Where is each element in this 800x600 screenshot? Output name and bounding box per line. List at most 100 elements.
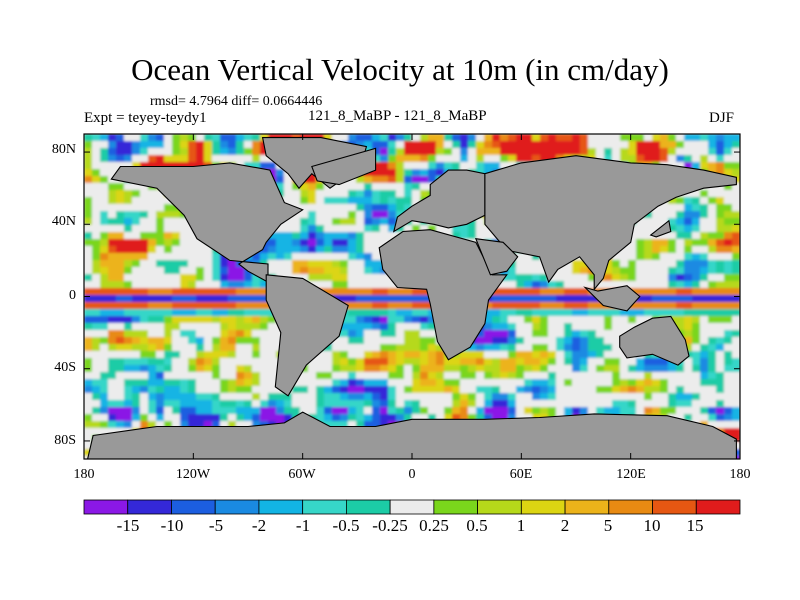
- field-cell: [364, 253, 373, 261]
- field-cell: [716, 260, 725, 268]
- field-cell: [572, 372, 581, 380]
- field-cell: [92, 295, 101, 303]
- field-cell: [220, 295, 229, 303]
- field-cell: [404, 351, 413, 359]
- field-cell: [620, 260, 629, 268]
- field-cell: [708, 260, 717, 268]
- field-cell: [268, 162, 277, 170]
- field-cell: [132, 260, 141, 268]
- field-cell: [596, 337, 605, 345]
- field-cell: [372, 190, 381, 198]
- field-cell: [132, 372, 141, 380]
- field-cell: [636, 407, 645, 415]
- field-cell: [196, 407, 205, 415]
- field-cell: [452, 407, 461, 415]
- field-cell: [732, 281, 740, 289]
- field-cell: [84, 316, 93, 324]
- field-cell: [636, 400, 645, 408]
- field-cell: [252, 344, 261, 352]
- field-cell: [356, 253, 365, 261]
- field-cell: [148, 155, 157, 163]
- field-cell: [260, 162, 269, 170]
- field-cell: [732, 372, 740, 380]
- field-cell: [324, 421, 333, 429]
- field-cell: [452, 358, 461, 366]
- field-cell: [724, 141, 733, 149]
- field-cell: [212, 267, 221, 275]
- field-cell: [92, 232, 101, 240]
- field-cell: [508, 351, 517, 359]
- field-cell: [716, 190, 725, 198]
- field-cell: [684, 323, 693, 331]
- field-cell: [164, 323, 173, 331]
- field-cell: [172, 225, 181, 233]
- field-cell: [212, 400, 221, 408]
- field-cell: [300, 260, 309, 268]
- field-cell: [100, 428, 109, 436]
- field-cell: [396, 365, 405, 373]
- field-cell: [292, 225, 301, 233]
- field-cell: [716, 414, 725, 422]
- field-cell: [180, 295, 189, 303]
- field-cell: [660, 274, 669, 282]
- field-cell: [348, 421, 357, 429]
- field-cell: [380, 344, 389, 352]
- field-cell: [508, 316, 517, 324]
- field-cell: [636, 386, 645, 394]
- field-cell: [220, 351, 229, 359]
- field-cell: [116, 386, 125, 394]
- field-cell: [348, 316, 357, 324]
- land-mass: [378, 229, 508, 361]
- field-cell: [124, 316, 133, 324]
- field-cell: [412, 197, 421, 205]
- field-cell: [252, 148, 261, 156]
- field-cell: [700, 309, 709, 317]
- field-cell: [492, 295, 501, 303]
- field-cell: [532, 267, 541, 275]
- field-cell: [700, 295, 709, 303]
- field-cell: [516, 358, 525, 366]
- field-cell: [124, 281, 133, 289]
- field-cell: [684, 414, 693, 422]
- field-cell: [172, 337, 181, 345]
- field-cell: [644, 400, 653, 408]
- field-cell: [84, 134, 93, 142]
- field-cell: [164, 225, 173, 233]
- field-cell: [140, 211, 149, 219]
- field-cell: [324, 393, 333, 401]
- field-cell: [228, 323, 237, 331]
- field-cell: [300, 267, 309, 275]
- field-cell: [140, 274, 149, 282]
- field-cell: [716, 365, 725, 373]
- field-cell: [404, 309, 413, 317]
- field-cell: [236, 358, 245, 366]
- field-cell: [228, 316, 237, 324]
- field-cell: [708, 393, 717, 401]
- field-cell: [700, 274, 709, 282]
- field-cell: [268, 337, 277, 345]
- field-cell: [692, 414, 701, 422]
- field-cell: [180, 281, 189, 289]
- field-cell: [692, 407, 701, 415]
- field-cell: [436, 407, 445, 415]
- experiment-text: Expt = teyey-teydy1: [84, 110, 207, 126]
- field-cell: [116, 246, 125, 254]
- field-cell: [588, 365, 597, 373]
- field-cell: [148, 239, 157, 247]
- field-cell: [140, 155, 149, 163]
- field-cell: [684, 274, 693, 282]
- field-cell: [580, 372, 589, 380]
- field-cell: [180, 421, 189, 429]
- field-cell: [396, 309, 405, 317]
- field-cell: [316, 400, 325, 408]
- field-cell: [372, 309, 381, 317]
- field-cell: [716, 274, 725, 282]
- field-cell: [508, 330, 517, 338]
- field-cell: [572, 274, 581, 282]
- field-cell: [188, 162, 197, 170]
- field-cell: [708, 288, 717, 296]
- field-cell: [116, 211, 125, 219]
- field-cell: [684, 239, 693, 247]
- field-cell: [420, 169, 429, 177]
- field-cell: [156, 337, 165, 345]
